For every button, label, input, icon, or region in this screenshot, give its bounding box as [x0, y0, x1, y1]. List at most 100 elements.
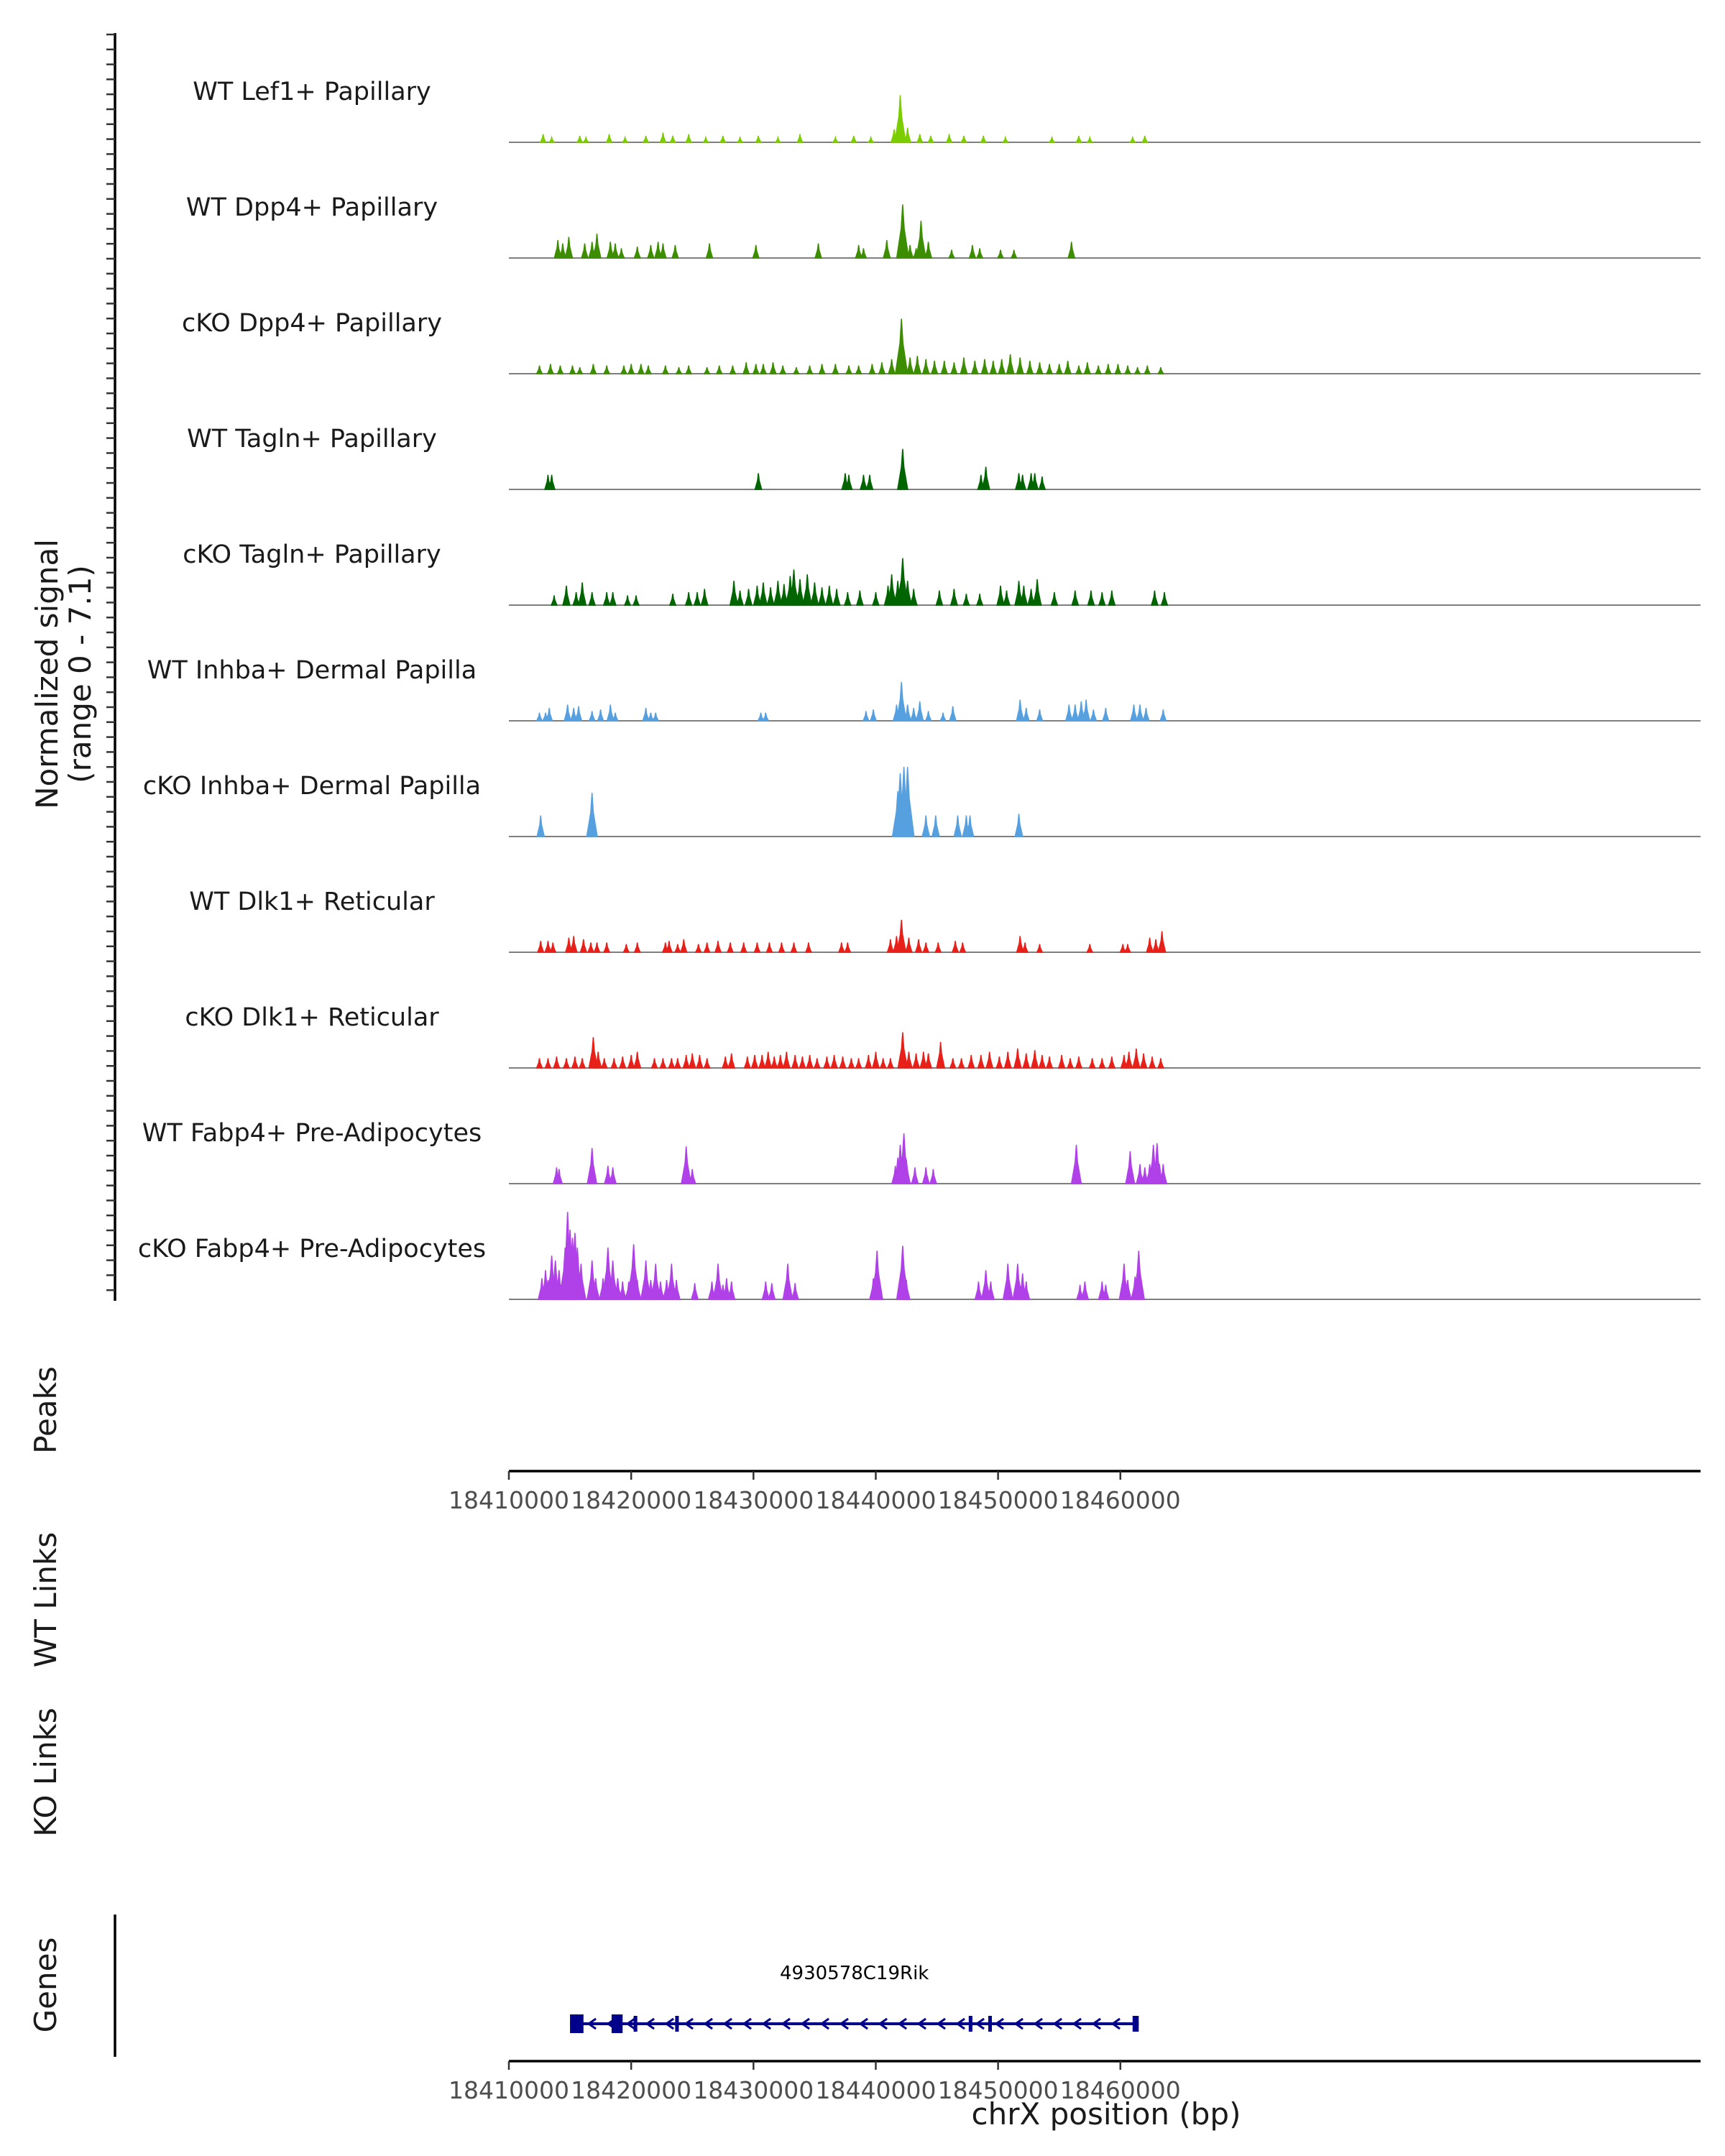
- coverage-peak: [553, 1056, 561, 1069]
- coverage-peak: [996, 585, 1005, 606]
- coverage-peak: [647, 244, 655, 259]
- lower-x-axis: 18410000 18420000 18430000 18440000 18450000…: [448, 2060, 1701, 2104]
- coverage-peak: [960, 357, 968, 374]
- coverage-peak: [959, 942, 967, 953]
- coverage-peak: [685, 134, 693, 143]
- coverage-peak: [1108, 1056, 1116, 1069]
- coverage-peak: [645, 365, 652, 374]
- coverage-peak: [931, 815, 940, 837]
- coverage-peak: [603, 365, 611, 374]
- coverage-peak: [824, 585, 834, 606]
- coverage-peak: [752, 244, 760, 259]
- coverage-peak: [597, 709, 604, 722]
- track-label: cKO Tagln+ Papillary: [183, 540, 441, 569]
- coverage-peak: [715, 365, 723, 374]
- coverage-peak: [722, 1056, 730, 1069]
- coverage-peak: [562, 1058, 570, 1069]
- lower-x-axis-tick-label: 18460000: [1060, 2076, 1181, 2104]
- coverage-peak: [719, 135, 727, 143]
- track-group: [509, 919, 1701, 953]
- coverage-peak: [903, 704, 912, 722]
- coverage-peak: [671, 244, 679, 259]
- coverage-peak: [729, 365, 737, 374]
- coverage-peak: [736, 590, 745, 606]
- coverage-peak: [1133, 367, 1141, 374]
- track-label: WT Fabp4+ Pre-Adipocytes: [142, 1119, 482, 1148]
- coverage-peak: [770, 1056, 778, 1069]
- track-label: WT Tagln+ Papillary: [187, 425, 437, 453]
- coverage-peak: [659, 132, 667, 143]
- coverage-peak: [586, 942, 595, 953]
- strand-arrow: [916, 2017, 926, 2030]
- coverage-peak: [782, 1051, 791, 1069]
- coverage-peak: [1026, 360, 1034, 374]
- coverage-peak: [818, 364, 826, 374]
- strand-arrow: [761, 2017, 771, 2030]
- coverage-peak: [995, 1056, 1003, 1069]
- coverage-peak: [696, 1054, 704, 1069]
- y-axis-title-line1: Normalized signal: [29, 539, 65, 809]
- coverage-peak: [1016, 936, 1024, 953]
- coverage-peak: [672, 1279, 681, 1300]
- gene-exon: [611, 2014, 623, 2033]
- coverage-peak: [1032, 579, 1042, 606]
- coverage-peak: [949, 1058, 957, 1069]
- coverage-peak: [665, 941, 673, 953]
- coverage-peak: [796, 134, 804, 143]
- gene-exon: [1132, 2016, 1139, 2032]
- coverage-peak: [1002, 1263, 1013, 1300]
- wt-links-track-label: WT Links: [28, 1532, 63, 1667]
- coverage-peak: [576, 1263, 586, 1300]
- coverage-peak: [1086, 944, 1094, 953]
- coverage-peak: [1156, 1058, 1165, 1069]
- coverage-peak: [1067, 1058, 1075, 1069]
- coverage-peak: [1132, 1250, 1145, 1300]
- coverage-peak: [582, 135, 590, 143]
- lower-x-axis-tick-label: 18420000: [571, 2076, 691, 2104]
- coverage-peak: [564, 236, 574, 259]
- coverage-peak: [865, 474, 874, 490]
- coverage-peak: [569, 936, 578, 953]
- coverage-peak: [1142, 707, 1150, 722]
- coverage-peak: [727, 1053, 736, 1069]
- coverage-peak: [921, 815, 931, 837]
- coverage-peak: [684, 591, 693, 606]
- coverage-peak: [736, 135, 744, 143]
- coverage-peak: [576, 135, 584, 143]
- strand-arrow: [897, 2017, 907, 2030]
- coverage-peak: [1095, 365, 1103, 374]
- coverage-peak: [776, 1054, 785, 1069]
- coverage-peak: [1003, 590, 1011, 606]
- coverage-peak: [810, 582, 819, 606]
- coverage-peak: [1098, 1058, 1106, 1069]
- coverage-peak: [743, 1056, 751, 1069]
- coverage-peak: [968, 244, 977, 259]
- signal-y-axis: [106, 33, 116, 1301]
- coverage-peak: [909, 589, 918, 606]
- coverage-peak: [1159, 709, 1167, 722]
- coverage-peak: [537, 941, 545, 953]
- track-group: [509, 95, 1701, 143]
- coverage-peak: [1045, 1056, 1054, 1069]
- coverage-peak: [1022, 1053, 1031, 1069]
- coverage-peak: [1006, 354, 1015, 374]
- coverage-peak: [1067, 241, 1076, 259]
- coverage-peak: [586, 1148, 598, 1184]
- coverage-peak: [769, 362, 777, 374]
- coverage-peak: [627, 364, 635, 374]
- gene-exon: [633, 2016, 638, 2032]
- coverage-peak: [832, 135, 840, 143]
- coverage-peak: [913, 356, 922, 374]
- coverage-peak: [945, 134, 953, 143]
- coverage-peak: [922, 942, 930, 953]
- coverage-peak: [1159, 1164, 1168, 1184]
- coverage-peak: [897, 448, 908, 490]
- coverage-peak: [915, 701, 924, 722]
- coverage-peak: [879, 1058, 887, 1069]
- coverage-peak: [1128, 135, 1136, 143]
- coverage-peak: [1124, 365, 1131, 374]
- strand-arrow: [684, 2017, 694, 2030]
- coverage-peak: [1022, 1281, 1031, 1300]
- coverage-peak: [930, 360, 939, 374]
